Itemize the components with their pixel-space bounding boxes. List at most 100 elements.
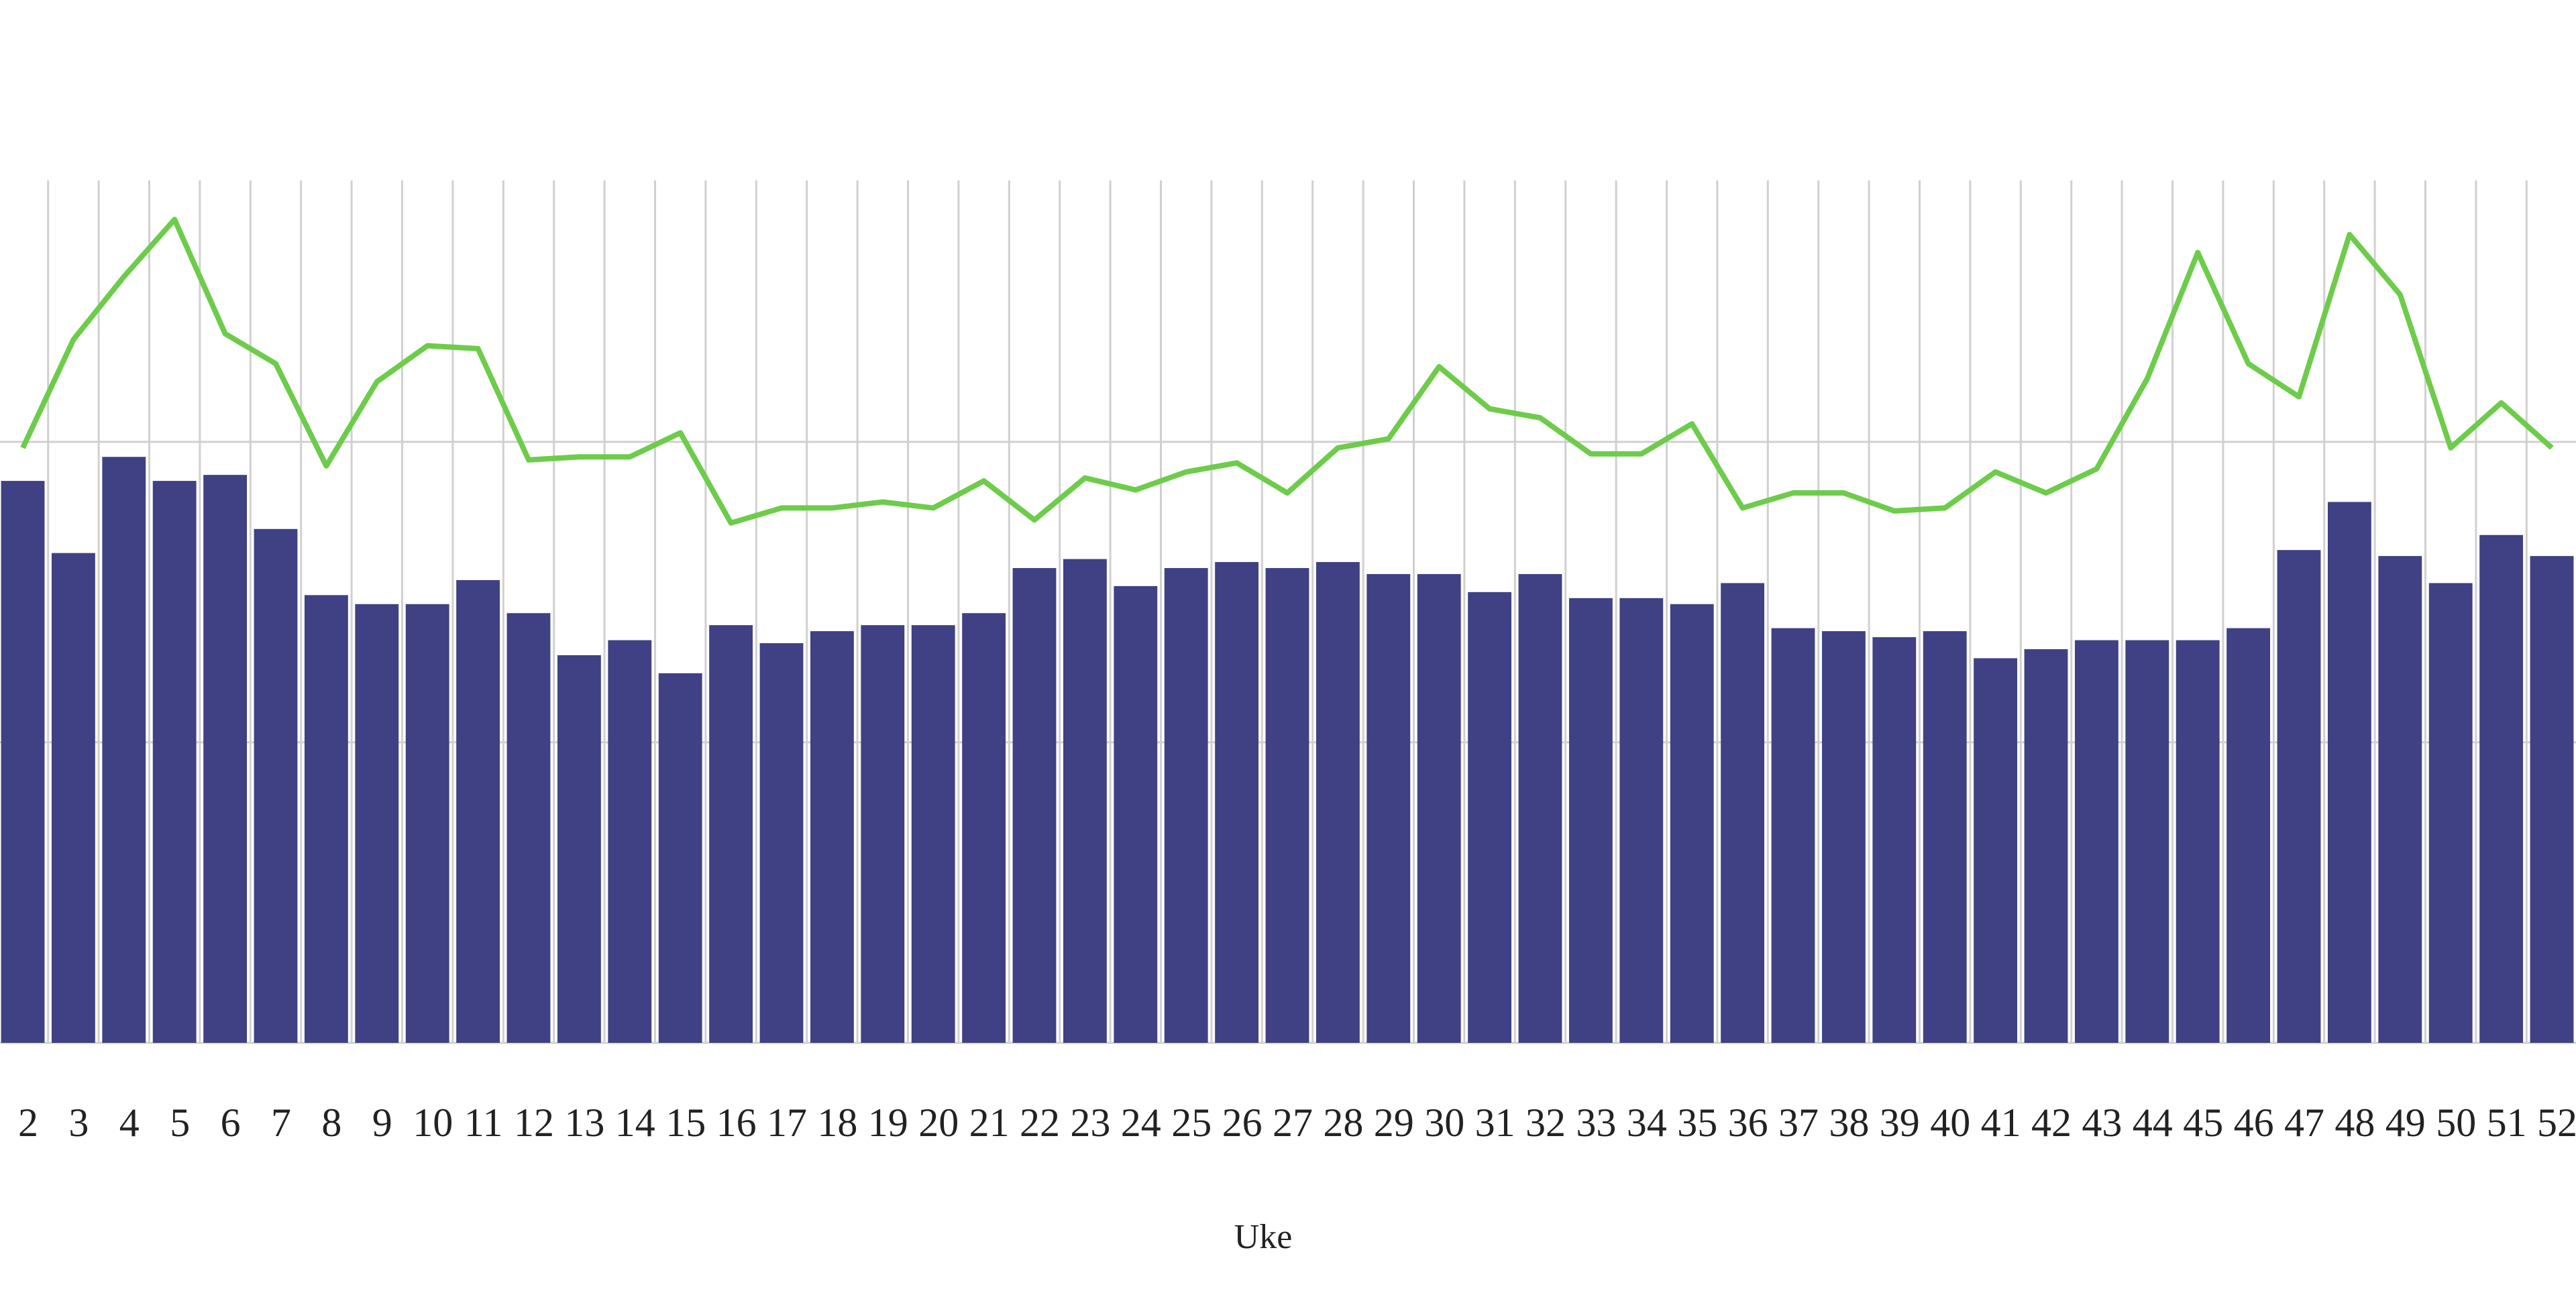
bar [2479,535,2524,1043]
x-tick-label: 3 [68,1101,89,1145]
x-tick-label: 46 [2234,1101,2274,1145]
bar [2277,550,2321,1043]
bar [1721,583,1765,1043]
x-tick-label: 28 [1323,1101,1363,1145]
x-tick-label: 36 [1728,1101,1768,1145]
x-tick-label: 5 [170,1101,190,1145]
bar [1265,568,1309,1043]
x-tick-label: 43 [2082,1101,2122,1145]
x-tick-label: 20 [918,1101,959,1145]
bar [102,457,146,1043]
x-tick-label: 48 [2334,1101,2375,1145]
x-tick-label: 10 [413,1101,453,1145]
x-tick-label: 24 [1121,1101,1161,1145]
bar [2226,628,2271,1043]
bar [2176,640,2220,1043]
line [20,217,2554,526]
bar [658,673,702,1043]
bar [355,604,399,1043]
bar [203,475,248,1043]
bar [1366,573,1411,1043]
x-tick-label: 12 [514,1101,554,1145]
bar [1012,568,1057,1043]
x-tick-label: 31 [1475,1101,1515,1145]
x-tick-label: 14 [615,1101,655,1145]
x-tick-label: 21 [969,1101,1010,1145]
bar [1215,562,1259,1043]
bar [1114,585,1158,1043]
x-tick-label: 15 [665,1101,706,1145]
bar [456,579,500,1043]
x-tick-label: 42 [2031,1101,2072,1145]
bar [1974,658,2018,1043]
bar [1468,592,1512,1043]
bar [506,613,551,1043]
bar [2074,640,2118,1043]
bar [1821,631,1866,1043]
bar [2378,556,2422,1043]
x-tick-label: 4 [119,1101,140,1145]
x-tick-label: 37 [1778,1101,1819,1145]
bar [2327,502,2371,1043]
x-tick-label: 38 [1829,1101,1869,1145]
bar [759,643,804,1043]
x-tick-label: 47 [2284,1101,2324,1145]
bar [51,553,95,1043]
x-tick-label: 18 [817,1101,857,1145]
x-tick-label: 30 [1424,1101,1464,1145]
bar [1872,637,1917,1043]
bar [608,640,652,1043]
bar [1063,559,1107,1043]
bar [1670,604,1714,1043]
bar [962,613,1006,1043]
x-tick-label: 40 [1930,1101,1970,1145]
bar [1923,631,1967,1043]
x-tick-label: 29 [1374,1101,1414,1145]
x-tick-label: 9 [372,1101,392,1145]
x-axis-label: Uke [1234,1218,1293,1256]
x-tick-label: 16 [716,1101,757,1145]
bar [1771,628,1815,1043]
bar [1518,573,1562,1043]
x-tick-label: 32 [1525,1101,1566,1145]
x-tick-label: 23 [1070,1101,1110,1145]
x-tick-label: 22 [1020,1101,1060,1145]
bar [405,604,449,1043]
x-tick-label: 39 [1880,1101,1920,1145]
bar [254,528,298,1043]
x-tick-label: 19 [868,1101,908,1145]
x-tick-label: 26 [1222,1101,1263,1145]
bar [709,625,753,1043]
x-tick-label: 34 [1627,1101,1667,1145]
bar [557,655,601,1043]
bar [304,595,348,1043]
x-tick-label: 2 [18,1101,38,1145]
x-tick-label: 8 [321,1101,341,1145]
bar [1619,598,1664,1043]
x-tick-label: 33 [1576,1101,1616,1145]
x-tick-label: 51 [2487,1101,2527,1145]
bar [911,625,955,1043]
x-tick-label: 13 [564,1101,604,1145]
x-tick-label: 11 [464,1101,503,1145]
x-tick-label: 7 [271,1101,291,1145]
x-tick-label: 49 [2385,1101,2426,1145]
x-tick-label: 27 [1273,1101,1313,1145]
x-tick-label: 50 [2436,1101,2476,1145]
x-tick-label: 25 [1171,1101,1212,1145]
bar [1,481,45,1043]
bar [1316,562,1360,1043]
x-tick-label: 44 [2133,1101,2173,1145]
bar [1568,598,1613,1043]
bar [2024,649,2068,1043]
bar [2125,640,2169,1043]
bar [152,481,197,1043]
bar [2428,583,2473,1043]
x-tick-label: 6 [221,1101,241,1145]
x-tick-label: 52 [2537,1101,2576,1145]
bar [2530,556,2574,1043]
x-tick-label: 41 [1981,1101,2021,1145]
bar [810,631,854,1043]
